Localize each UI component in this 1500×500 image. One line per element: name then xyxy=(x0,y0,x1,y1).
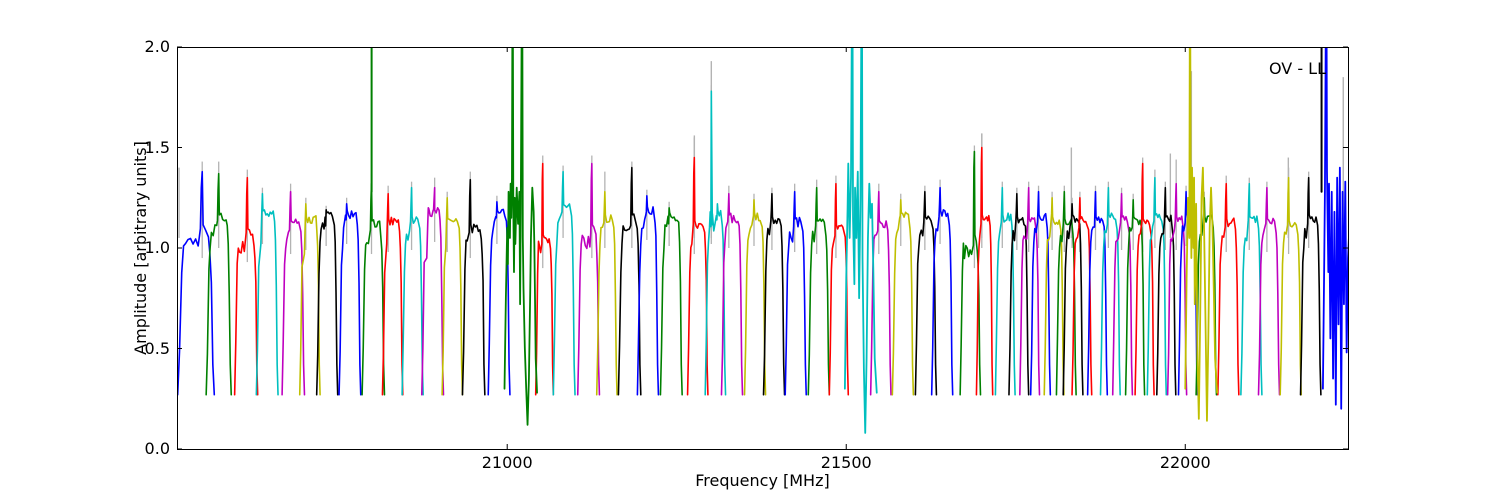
bandpass-curves xyxy=(177,47,1348,434)
y-tick-label: 0.0 xyxy=(144,439,170,458)
y-tick-label: 2.0 xyxy=(144,37,170,56)
y-tick-label: 1.5 xyxy=(144,137,170,157)
x-tick-label: 22000 xyxy=(1159,453,1211,472)
gray-raw-layer xyxy=(178,61,1344,269)
x-axis-label: Frequency [MHz] xyxy=(695,471,830,490)
x-tick-label: 21500 xyxy=(820,453,872,472)
y-tick-label: 0.5 xyxy=(144,338,170,358)
legend-annotation: OV - LL xyxy=(1268,59,1326,78)
y-tick-label: 1.0 xyxy=(144,238,170,257)
axes-frame xyxy=(177,46,1349,450)
x-tick-label: 21000 xyxy=(481,453,533,472)
